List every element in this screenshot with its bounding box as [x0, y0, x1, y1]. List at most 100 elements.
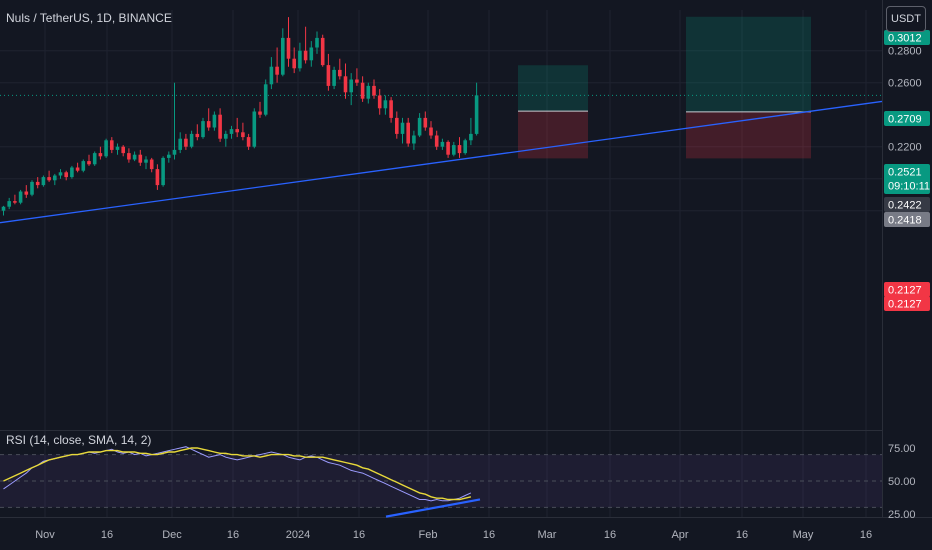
candle-body [144, 159, 148, 163]
rsi-trendline [385, 498, 481, 518]
candle-body [132, 154, 137, 160]
candle-body [18, 191, 23, 203]
candle-body [138, 154, 143, 163]
price-badge [884, 282, 930, 297]
candle-body [423, 117, 428, 128]
candle-body [320, 37, 325, 66]
time-axis-label: 16 [604, 529, 616, 541]
candle-body [92, 153, 97, 165]
candle-body [224, 133, 228, 139]
candle-body [412, 135, 416, 144]
candle-body [275, 66, 279, 75]
position-profit-zone [686, 16, 811, 112]
candle-body [212, 114, 217, 128]
price-badge [884, 212, 930, 227]
candle-body [161, 157, 165, 186]
trendline [0, 100, 883, 224]
price-badge-countdown: 09:10:11 [888, 181, 930, 193]
time-axis-label: May [793, 529, 814, 541]
price-badge-value: 0.2127 [888, 285, 922, 297]
candle-body [172, 149, 177, 155]
rsi-sma-line [3, 447, 472, 501]
position-loss-zone [686, 111, 811, 159]
candle-body [338, 69, 342, 77]
candle-body [286, 37, 291, 59]
candle-body [195, 133, 200, 138]
candle-body [355, 79, 359, 83]
candle-body [58, 172, 63, 176]
currency-button[interactable]: USDT [886, 6, 926, 32]
candle-body [258, 111, 262, 115]
candle-body [149, 159, 154, 170]
candle-body [406, 122, 410, 144]
candle-body [281, 37, 285, 75]
candle-body [326, 65, 331, 86]
position-loss-zone [518, 111, 588, 159]
candle-body [269, 66, 274, 85]
time-axis-label: 16 [101, 529, 113, 541]
candle-body [229, 129, 234, 134]
candle-body [463, 140, 467, 154]
price-badge [884, 164, 930, 194]
candle-body [366, 85, 371, 99]
price-badge-value: 0.2422 [888, 200, 922, 212]
candle-body [360, 82, 365, 99]
candle-body [417, 117, 422, 136]
price-badge [884, 296, 930, 311]
time-axis-label: Apr [671, 529, 688, 541]
position-profit-zone [518, 65, 588, 112]
candle-body [13, 201, 17, 203]
time-axis-label: Nov [35, 529, 55, 541]
candle-body [474, 95, 479, 134]
candle-body [53, 175, 57, 181]
candle-body [235, 129, 239, 133]
candle-body [246, 137, 251, 147]
price-badge-value: 0.2709 [888, 114, 922, 126]
candle-body [469, 133, 473, 141]
candle-body [121, 146, 125, 154]
candle-body [434, 135, 439, 147]
time-axis-label: 16 [227, 529, 239, 541]
candle-body [315, 37, 319, 48]
candle-body [155, 169, 160, 186]
candle-body [440, 141, 445, 147]
price-badge-value: 0.3012 [888, 33, 922, 45]
time-axis-label: 16 [483, 529, 495, 541]
price-axis-label: 0.2200 [888, 142, 922, 154]
candle-body [303, 50, 308, 61]
candle-body [446, 141, 450, 155]
rsi-axis-label: 50.00 [888, 476, 916, 488]
price-badge-value: 0.2418 [888, 215, 922, 227]
candle-body [81, 161, 86, 171]
price-badge [884, 30, 930, 45]
time-axis-label: 2024 [286, 529, 310, 541]
candle-body [343, 76, 348, 93]
time-axis-label: 16 [860, 529, 872, 541]
price-badge-value: 0.2521 [888, 167, 922, 179]
time-axis-label: Dec [162, 529, 182, 541]
candle-body [167, 154, 171, 158]
candle-body [429, 127, 433, 136]
candle-body [298, 50, 302, 69]
price-axis-label: 0.2600 [888, 78, 922, 90]
candle-body [389, 100, 393, 118]
candle-body [241, 132, 245, 138]
candle-body [457, 145, 462, 154]
candle-body [400, 122, 405, 134]
candle-body [104, 140, 108, 157]
rsi-axis-label: 25.00 [888, 509, 916, 521]
candle-body [263, 84, 268, 115]
candle-body [98, 153, 103, 157]
candle-body [292, 58, 296, 69]
candle-body [35, 181, 40, 186]
candle-body [184, 138, 188, 147]
candle-body [24, 191, 29, 195]
candle-body [1, 206, 6, 211]
candle-body [201, 121, 205, 138]
candle-body [218, 114, 222, 139]
price-axis-label: 0.2800 [888, 46, 922, 58]
price-badge [884, 111, 930, 126]
candle-body [64, 172, 68, 178]
